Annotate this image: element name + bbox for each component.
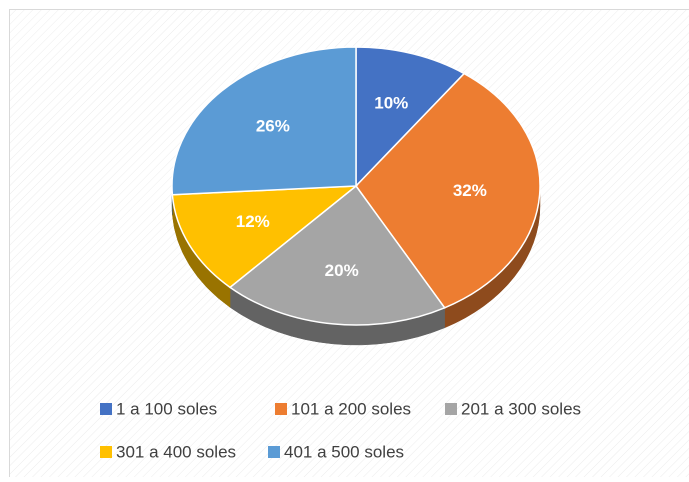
data-label: 12%	[236, 212, 270, 231]
legend-label: 401 a 500 soles	[284, 442, 404, 461]
legend-label: 301 a 400 soles	[116, 442, 236, 461]
legend-swatch	[100, 403, 112, 415]
legend-label: 101 a 200 soles	[291, 399, 411, 418]
data-label: 20%	[325, 261, 359, 280]
legend-swatch	[445, 403, 457, 415]
legend-label: 201 a 300 soles	[461, 399, 581, 418]
data-label: 10%	[374, 94, 408, 113]
legend-swatch	[275, 403, 287, 415]
data-label: 26%	[256, 116, 290, 135]
data-label: 32%	[453, 181, 487, 200]
legend-swatch	[268, 446, 280, 458]
legend-swatch	[100, 446, 112, 458]
legend-label: 1 a 100 soles	[116, 399, 217, 418]
